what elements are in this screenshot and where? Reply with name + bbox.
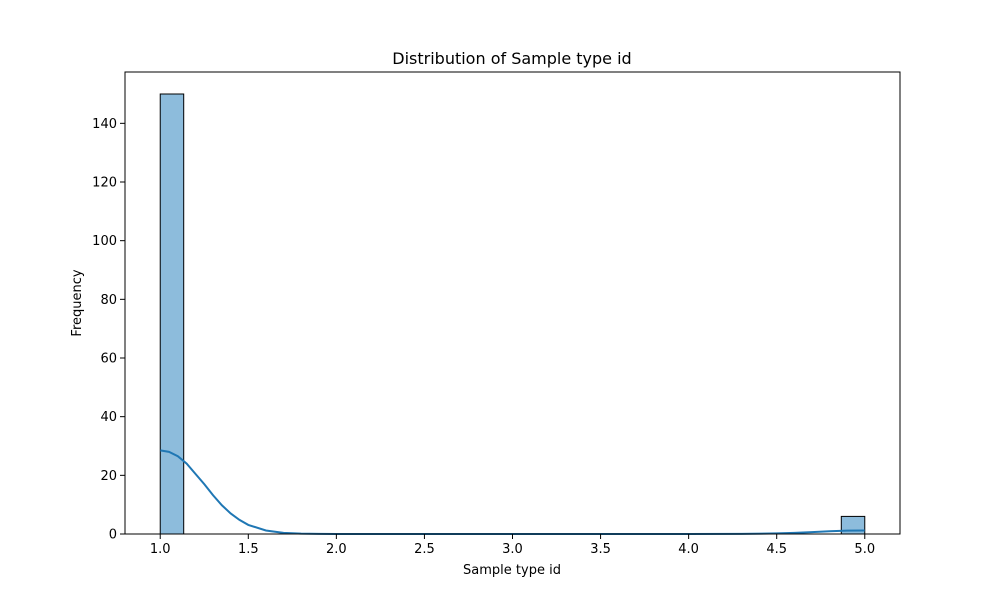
plot-frame bbox=[124, 71, 901, 535]
y-tick-label-1: 20 bbox=[100, 469, 117, 484]
y-tick-label-2: 40 bbox=[100, 410, 117, 425]
kde-line bbox=[160, 449, 865, 535]
x-tick-label-7: 4.5 bbox=[766, 542, 787, 557]
x-tick-label-3: 2.5 bbox=[414, 542, 435, 557]
y-tick-label-0: 0 bbox=[109, 528, 117, 543]
y-tick-label-7: 140 bbox=[92, 117, 117, 132]
histogram-bar-0 bbox=[159, 93, 185, 535]
x-tick-label-8: 5.0 bbox=[854, 542, 875, 557]
x-axis-label: Sample type id bbox=[463, 563, 561, 578]
x-tick-label-1: 1.5 bbox=[238, 542, 259, 557]
x-tick-label-5: 3.5 bbox=[590, 542, 611, 557]
x-tick-label-2: 2.0 bbox=[326, 542, 347, 557]
chart-title: Distribution of Sample type id bbox=[392, 49, 631, 68]
x-axis-ticks: 1.0 1.5 2.0 2.5 3.0 3.5 4.0 4.5 5.0 bbox=[150, 534, 875, 557]
x-tick-label-0: 1.0 bbox=[150, 542, 171, 557]
y-tick-label-3: 60 bbox=[100, 352, 117, 367]
bars-group bbox=[159, 93, 866, 535]
y-tick-label-4: 80 bbox=[100, 293, 117, 308]
x-tick-label-4: 3.0 bbox=[502, 542, 523, 557]
x-tick-label-6: 4.0 bbox=[678, 542, 699, 557]
y-axis-ticks: 0 20 40 60 80 100 120 140 bbox=[92, 117, 125, 543]
y-axis-label: Frequency bbox=[70, 269, 85, 336]
y-tick-label-5: 100 bbox=[92, 234, 117, 249]
y-tick-label-6: 120 bbox=[92, 176, 117, 191]
